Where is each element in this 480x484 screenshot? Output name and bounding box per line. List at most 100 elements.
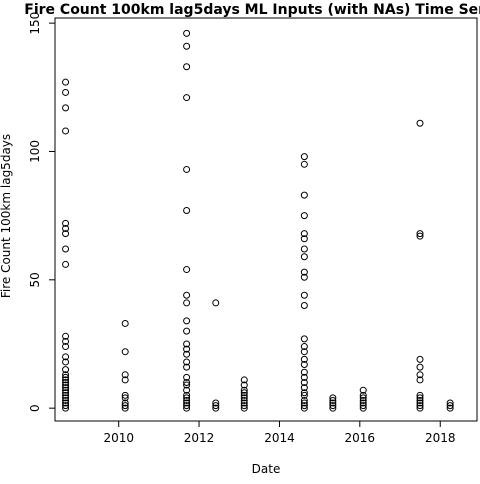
data-point (240, 391, 248, 399)
data-point (446, 402, 454, 410)
data-point (62, 88, 70, 96)
data-point (300, 368, 308, 376)
data-point (416, 119, 424, 127)
data-point (329, 394, 337, 402)
data-point (62, 386, 70, 394)
data-point (300, 153, 308, 161)
data-point (62, 332, 70, 340)
data-point (62, 245, 70, 253)
data-point (183, 350, 191, 358)
data-point (62, 353, 70, 361)
data-point (240, 396, 248, 404)
data-point (183, 381, 191, 389)
data-point (240, 399, 248, 407)
data-point (359, 386, 367, 394)
data-point (183, 399, 191, 407)
data-point (183, 29, 191, 37)
data-point (300, 291, 308, 299)
data-point (183, 394, 191, 402)
data-point (62, 389, 70, 397)
x-tick-label: 2016 (345, 431, 376, 445)
data-point (300, 348, 308, 356)
data-point (300, 268, 308, 276)
data-points (62, 29, 454, 412)
data-point (240, 404, 248, 412)
data-point (62, 394, 70, 402)
data-point (121, 399, 129, 407)
data-point (62, 78, 70, 86)
x-axis: 2010 2012 2014 2016 2018 (103, 421, 456, 445)
data-point (416, 396, 424, 404)
x-axis-label: Date (252, 462, 281, 476)
data-point (183, 402, 191, 410)
x-tick-label: 2010 (103, 431, 134, 445)
data-point (240, 386, 248, 394)
data-point (212, 404, 220, 412)
data-point (183, 42, 191, 50)
data-point (183, 391, 191, 399)
data-point (62, 104, 70, 112)
data-point (62, 358, 70, 366)
data-point (121, 371, 129, 379)
data-point (300, 335, 308, 343)
data-point (183, 396, 191, 404)
data-point (121, 376, 129, 384)
data-point (62, 127, 70, 135)
x-tick-label: 2018 (425, 431, 456, 445)
data-point (416, 230, 424, 238)
data-point (329, 396, 337, 404)
data-point (300, 230, 308, 238)
data-point (62, 373, 70, 381)
data-point (62, 230, 70, 238)
data-point (300, 191, 308, 199)
data-point (300, 379, 308, 386)
data-point (121, 348, 129, 356)
data-point (300, 396, 308, 404)
data-point (446, 399, 454, 407)
data-point (183, 358, 191, 366)
data-point (300, 245, 308, 253)
data-point (62, 219, 70, 227)
data-point (300, 301, 308, 309)
data-point (416, 376, 424, 384)
data-point (121, 394, 129, 402)
data-point (240, 381, 248, 389)
data-point (183, 340, 191, 348)
data-point (183, 373, 191, 381)
data-point (121, 402, 129, 410)
data-point (416, 371, 424, 379)
data-point (416, 391, 424, 399)
data-point (300, 212, 308, 220)
data-point (359, 399, 367, 407)
data-point (62, 224, 70, 232)
data-point (183, 345, 191, 353)
x-tick-label: 2014 (264, 431, 295, 445)
data-point (62, 404, 70, 412)
data-point (62, 402, 70, 410)
data-point (416, 402, 424, 410)
data-point (300, 355, 308, 363)
data-point (300, 273, 308, 281)
y-axis: 0 50 100 150 (28, 12, 55, 412)
data-point (329, 404, 337, 412)
data-point (329, 399, 337, 407)
data-point (62, 337, 70, 345)
data-point (183, 165, 191, 173)
plot-frame (54, 17, 478, 422)
data-point (62, 391, 70, 399)
data-point (359, 404, 367, 412)
data-point (62, 260, 70, 268)
data-point (416, 232, 424, 240)
data-point (240, 376, 248, 384)
data-point (300, 160, 308, 168)
y-tick-label: 100 (28, 140, 42, 163)
data-point (121, 391, 129, 399)
data-point (240, 389, 248, 397)
data-point (329, 402, 337, 410)
data-point (416, 355, 424, 363)
data-point (359, 394, 367, 402)
data-point (183, 386, 191, 394)
data-point (62, 396, 70, 404)
data-point (62, 376, 70, 384)
